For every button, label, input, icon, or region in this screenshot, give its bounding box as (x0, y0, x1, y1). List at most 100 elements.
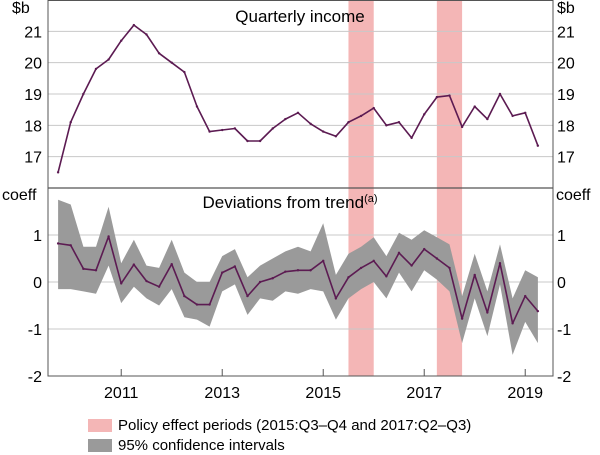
plot-frame (47, 0, 554, 377)
data-point-p2-19 (296, 269, 300, 272)
bottom-panel-title-superscript: (a) (364, 193, 377, 205)
xtick-label-4: 2019 (507, 385, 543, 402)
data-point-p2-13 (221, 271, 224, 274)
xtick-label-1: 2013 (204, 385, 240, 402)
data-point-p2-9 (170, 262, 173, 266)
ytick-left-p1-4: 21 (24, 24, 42, 41)
ytick-right-p1-1: 18 (557, 118, 575, 135)
data-point-p2-21 (322, 259, 325, 263)
data-point-p2-12 (208, 303, 211, 306)
legend-swatch-ci (88, 439, 112, 452)
data-point-p1-19 (296, 111, 300, 115)
data-point-p1-25 (372, 106, 375, 110)
data-point-p1-22 (334, 135, 338, 138)
data-point-p2-36 (511, 322, 514, 325)
ytick-left-p2-0: -2 (28, 369, 42, 386)
data-point-p2-3 (94, 269, 98, 272)
data-point-p2-37 (524, 294, 527, 298)
data-point-p1-33 (473, 105, 476, 108)
data-point-p1-28 (410, 136, 413, 140)
data-point-p1-35 (498, 92, 502, 96)
data-point-p1-30 (435, 95, 439, 99)
ytick-left-p1-1: 18 (24, 118, 42, 135)
bottom-right-unit-label: coeff (556, 187, 591, 204)
data-point-p2-8 (157, 285, 161, 288)
legend-label-policy: Policy effect periods (2015:Q3–Q4 and 20… (118, 417, 472, 434)
data-point-p2-18 (284, 270, 287, 273)
ytick-right-p2-3: 1 (557, 228, 566, 245)
legend-label-ci: 95% confidence intervals (118, 437, 285, 454)
data-point-p2-2 (82, 267, 85, 271)
top-right-unit-label: $b (557, 0, 575, 17)
data-point-p1-4 (107, 58, 110, 61)
ytick-right-p1-0: 17 (557, 150, 575, 167)
data-point-p1-26 (385, 124, 388, 127)
data-point-p1-16 (258, 139, 262, 143)
series-line-p1-0 (57, 24, 539, 173)
bottom-left-unit-label: coeff (2, 187, 37, 204)
data-point-p2-17 (271, 277, 274, 280)
data-point-p1-5 (120, 39, 123, 42)
data-point-p1-11 (195, 105, 199, 108)
data-point-p1-17 (271, 127, 274, 130)
data-point-p1-3 (94, 67, 98, 71)
data-point-p1-9 (170, 61, 173, 64)
legend-item-policy: Policy effect periods (2015:Q3–Q4 and 20… (88, 417, 471, 434)
data-point-p2-16 (258, 280, 262, 284)
data-point-p2-22 (334, 297, 338, 300)
data-point-p2-28 (410, 264, 413, 267)
data-point-p2-33 (473, 273, 476, 277)
data-point-p1-21 (322, 130, 325, 133)
ytick-right-p2-0: -2 (557, 369, 571, 386)
ytick-right-p2-2: 0 (557, 275, 566, 292)
data-point-p2-29 (423, 247, 426, 251)
data-point-p2-15 (246, 294, 249, 298)
data-point-p1-38 (536, 144, 540, 147)
legend-swatch-policy (88, 419, 112, 432)
data-point-p2-0 (56, 242, 60, 245)
data-point-p2-35 (498, 262, 502, 265)
chart-canvas: 17 17 18 18 19 19 20 20 21 21 -2 -2 -1 -1 0 0 1 1 2011 2013… (2, 0, 591, 402)
data-point-p1-32 (460, 125, 464, 129)
data-point-p1-0 (56, 171, 60, 174)
data-point-p1-13 (221, 128, 224, 132)
data-point-p2-14 (233, 265, 237, 268)
ytick-left-p2-1: -1 (28, 322, 42, 339)
axis-labels-layer: 17 17 18 18 19 19 20 20 21 21 -2 -2 -1 -1 0 0 1 1 2011 2013… (24, 24, 575, 402)
data-point-p2-10 (183, 294, 186, 298)
data-point-p1-23 (347, 121, 350, 124)
data-point-p1-7 (145, 33, 148, 36)
data-point-p2-34 (486, 311, 489, 314)
data-point-p2-38 (536, 309, 540, 313)
xtick-label-2: 2015 (305, 385, 341, 402)
data-point-p2-25 (372, 259, 375, 263)
data-point-p2-23 (347, 276, 350, 279)
data-point-p1-36 (511, 114, 514, 118)
ytick-right-p1-4: 21 (557, 24, 575, 41)
data-point-p1-31 (448, 94, 451, 97)
confidence-band-p2 (58, 199, 538, 355)
data-point-p2-20 (309, 269, 312, 272)
data-point-p2-7 (145, 279, 148, 283)
data-point-p2-24 (359, 266, 363, 270)
top-left-unit-label: $b (12, 0, 30, 17)
bottom-panel-title: Deviations from trend(a) (202, 193, 377, 212)
data-point-p1-20 (309, 122, 312, 125)
bottom-panel-title-main: Deviations from trend (202, 193, 364, 212)
data-point-p2-31 (448, 266, 451, 270)
ytick-right-p1-2: 19 (557, 87, 575, 104)
ytick-left-p2-2: 0 (33, 275, 42, 292)
data-point-p2-4 (107, 235, 110, 238)
data-point-p1-37 (524, 111, 527, 115)
data-point-p2-30 (435, 257, 439, 260)
data-point-p1-18 (284, 117, 287, 121)
data-point-p1-27 (397, 121, 401, 124)
data-point-p2-1 (69, 244, 72, 247)
data-point-p1-2 (82, 92, 85, 96)
data-point-p1-10 (183, 70, 186, 74)
data-point-p2-26 (385, 275, 388, 278)
ytick-left-p1-0: 17 (24, 150, 42, 167)
data-point-p1-6 (132, 23, 136, 27)
legend-item-ci: 95% confidence intervals (88, 437, 285, 454)
